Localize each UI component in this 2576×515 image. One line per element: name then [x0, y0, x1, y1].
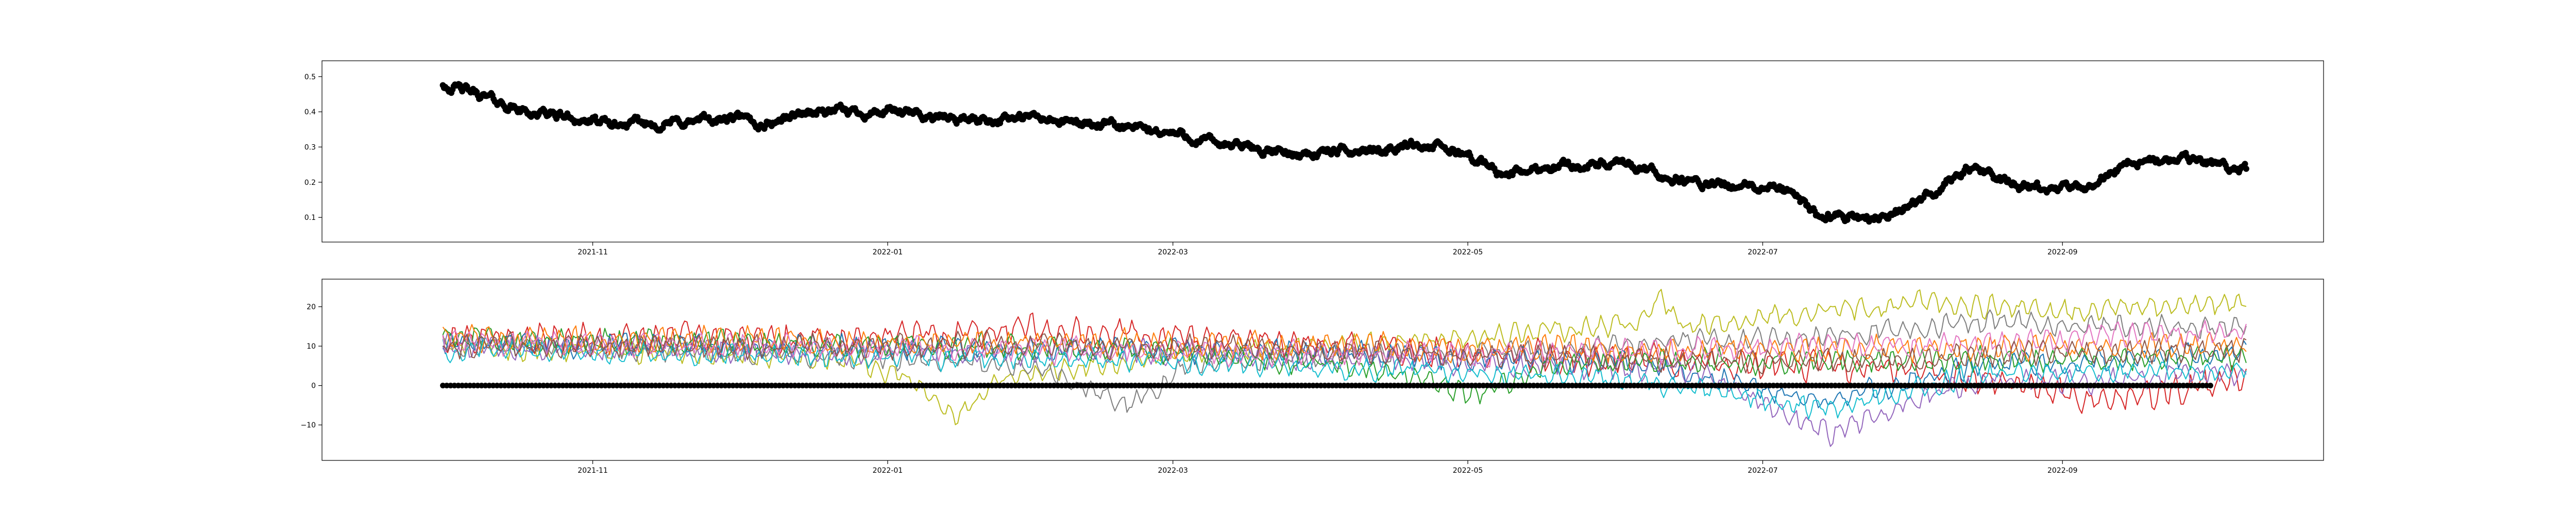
baseline-point	[1852, 383, 1858, 389]
baseline-point	[463, 383, 469, 389]
series-line-0	[443, 288, 2247, 425]
x-tick-label: 2022-07	[1748, 467, 1778, 475]
baseline-point	[571, 383, 578, 389]
scatter-point	[2243, 165, 2249, 172]
baseline-point	[943, 383, 948, 389]
x-tick-label: 2021-11	[578, 467, 608, 475]
series-line-9	[442, 329, 2247, 375]
baseline-point	[1639, 383, 1645, 389]
baseline-point	[1210, 383, 1215, 389]
y-tick-label: 0	[311, 382, 316, 390]
baseline-point	[1477, 383, 1482, 389]
scatter-point	[2242, 161, 2248, 167]
baseline-point	[1906, 383, 1912, 389]
baseline-markers	[440, 383, 2213, 389]
x-tick-label: 2022-05	[1453, 248, 1483, 256]
axes-frame	[321, 60, 2324, 243]
scatter-series-0	[439, 81, 2249, 225]
series-line-7	[442, 338, 2247, 420]
baseline-point	[1798, 383, 1804, 389]
baseline-point	[2207, 383, 2213, 389]
x-tick-label: 2022-01	[873, 467, 903, 475]
x-tick-label: 2022-09	[2047, 248, 2078, 256]
baseline-point	[1105, 383, 1111, 389]
y-tick-label: 0.3	[304, 143, 316, 151]
x-tick-label: 2022-09	[2047, 467, 2078, 475]
baseline-point	[517, 383, 523, 389]
x-tick-label: 2022-03	[1158, 467, 1188, 475]
plot-area	[440, 288, 2247, 447]
baseline-point	[1051, 383, 1057, 389]
axes-frame	[321, 279, 2324, 461]
baseline-point	[1693, 383, 1699, 389]
baseline-point	[2173, 383, 2179, 389]
baseline-point	[2064, 383, 2071, 389]
x-tick-label: 2022-01	[873, 248, 903, 256]
baseline-point	[676, 383, 682, 389]
baseline-point	[838, 383, 844, 389]
plot-area	[439, 81, 2249, 225]
baseline-point	[997, 383, 1003, 389]
series-line-8	[442, 320, 2247, 368]
y-tick-label: 0.5	[304, 73, 316, 81]
y-tick-label: 20	[307, 303, 316, 312]
y-tick-label: −10	[300, 421, 316, 430]
x-tick-label: 2022-05	[1453, 467, 1483, 475]
baseline-point	[2010, 383, 2016, 389]
baseline-point	[730, 383, 736, 389]
bottom-line-panel: 2021-11 2022-01 2022-03 2022-05 2022-07 2022-…	[300, 279, 2324, 475]
baseline-point	[1743, 383, 1749, 389]
baseline-point	[1426, 383, 1432, 389]
baseline-point	[1585, 383, 1591, 389]
baseline-point	[892, 383, 899, 389]
y-tick-label: 0.4	[304, 108, 316, 116]
x-tick-label: 2022-03	[1158, 248, 1188, 256]
top-scatter-panel: 2021-11 2022-01 2022-03 2022-05 2022-07 2022-…	[304, 60, 2324, 256]
x-tick-label: 2022-07	[1748, 248, 1778, 256]
series-line-3	[442, 333, 2247, 408]
baseline-point	[1372, 383, 1378, 389]
baseline-point	[1264, 383, 1270, 389]
baseline-point	[1159, 383, 1165, 389]
baseline-point	[1318, 383, 1324, 389]
y-tick-label: 0.1	[304, 214, 316, 222]
x-tick-label: 2021-11	[578, 248, 608, 256]
baseline-point	[2119, 383, 2125, 389]
y-tick-label: 10	[307, 342, 316, 351]
baseline-point	[784, 383, 790, 389]
y-tick-label: 0.2	[304, 179, 316, 187]
baseline-point	[625, 383, 632, 389]
baseline-point	[1531, 383, 1537, 389]
baseline-point	[1960, 383, 1966, 389]
